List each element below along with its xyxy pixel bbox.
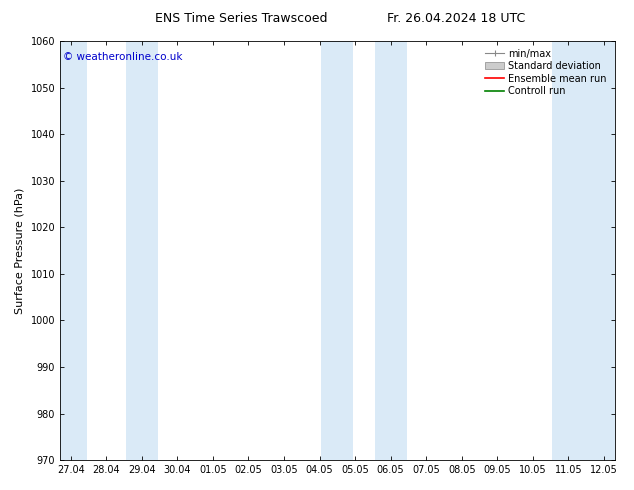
Bar (126, 41, 158, 460)
Bar (375, 41, 406, 460)
Text: © weatheronline.co.uk: © weatheronline.co.uk (63, 51, 183, 62)
Bar (552, 41, 614, 460)
Y-axis label: Surface Pressure (hPa): Surface Pressure (hPa) (15, 187, 25, 314)
Bar (321, 41, 353, 460)
Text: Fr. 26.04.2024 18 UTC: Fr. 26.04.2024 18 UTC (387, 12, 526, 25)
Text: ENS Time Series Trawscoed: ENS Time Series Trawscoed (155, 12, 327, 25)
Legend: min/max, Standard deviation, Ensemble mean run, Controll run: min/max, Standard deviation, Ensemble me… (482, 46, 610, 99)
Bar (60, 41, 87, 460)
